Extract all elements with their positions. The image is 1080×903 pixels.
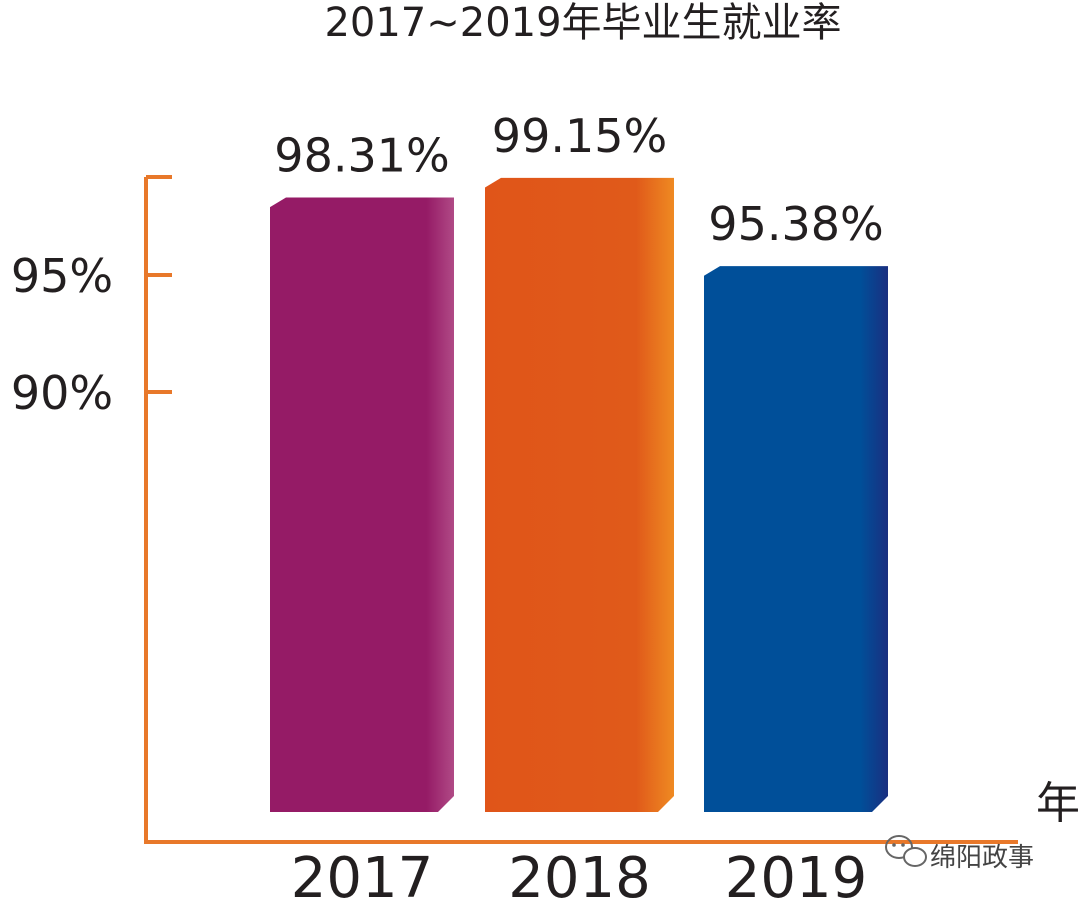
bar-2018 — [485, 177, 674, 812]
x-tick-label-2017: 2017 — [291, 846, 434, 903]
wechat-icon — [885, 835, 927, 867]
bars — [270, 177, 888, 812]
watermark: 绵阳政事 — [885, 835, 1034, 873]
x-tick-label-2019: 2019 — [725, 846, 868, 903]
data-label-2018: 99.15% — [492, 109, 667, 163]
bar-2019 — [704, 266, 888, 812]
data-labels: 98.31% 2017 99.15% 2018 95.38% 2019 — [274, 109, 883, 903]
x-axis-label: 年 — [1036, 778, 1080, 829]
x-tick-label-2018: 2018 — [508, 846, 651, 903]
watermark-text: 绵阳政事 — [930, 843, 1034, 873]
axes: 90% 95% — [11, 175, 1018, 844]
data-label-2019: 95.38% — [708, 197, 883, 251]
data-label-2017: 98.31% — [274, 129, 449, 183]
y-tick-label: 90% — [11, 366, 113, 420]
y-tick-label: 95% — [11, 249, 113, 303]
bar-2017 — [270, 197, 454, 812]
chart-title: 2017~2019年毕业生就业率 — [324, 0, 841, 46]
